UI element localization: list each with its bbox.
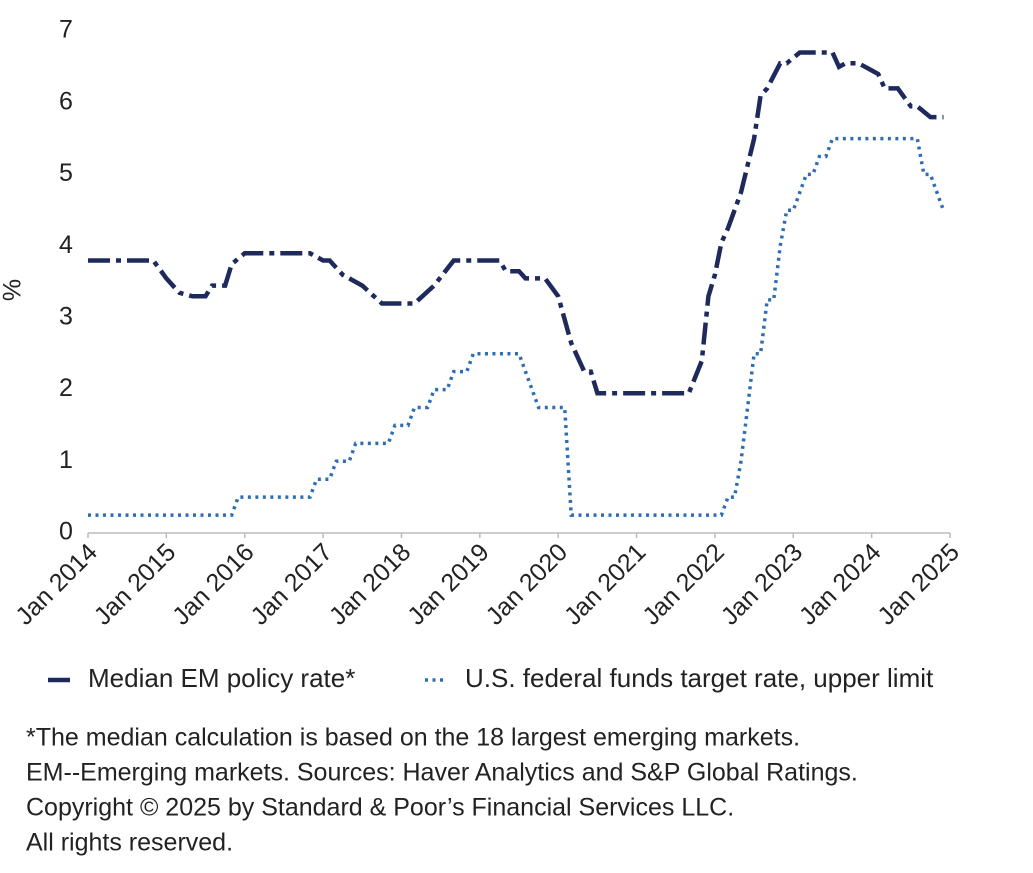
y-tick-label: 4 <box>59 231 73 259</box>
footnote: EM--Emerging markets. Sources: Haver Ana… <box>26 759 858 787</box>
x-tick-label: Jan 2016 <box>167 538 260 631</box>
footnote: Copyright © 2025 by Standard & Poor’s Fi… <box>26 794 734 822</box>
footnote: All rights reserved. <box>26 829 233 857</box>
y-tick-label: 2 <box>59 374 73 402</box>
series-line <box>88 136 946 517</box>
x-tick-label: Jan 2024 <box>794 538 887 631</box>
x-tick-label: Jan 2018 <box>324 538 417 631</box>
x-tick-label: Jan 2023 <box>716 538 809 631</box>
footnote: *The median calculation is based on the … <box>26 724 800 752</box>
series-line <box>88 50 944 396</box>
x-tick-label: Jan 2019 <box>402 538 495 631</box>
y-tick-label: 3 <box>59 302 73 330</box>
x-tick-label: Jan 2025 <box>872 538 965 631</box>
x-tick-label: Jan 2021 <box>559 538 652 631</box>
y-tick-label: 0 <box>59 518 73 546</box>
y-tick-label: 7 <box>59 16 73 44</box>
x-tick-label: Jan 2014 <box>10 538 103 631</box>
y-tick-label: 6 <box>59 87 73 115</box>
x-tick-label: Jan 2015 <box>89 538 182 631</box>
x-tick-label: Jan 2017 <box>245 538 338 631</box>
y-tick-label: 1 <box>59 446 73 474</box>
y-axis-label: % <box>0 279 27 301</box>
y-tick-label: 5 <box>59 159 73 187</box>
legend-label: Median EM policy rate* <box>88 663 355 693</box>
x-tick-label: Jan 2020 <box>481 538 574 631</box>
x-tick-label: Jan 2022 <box>637 538 730 631</box>
legend-label: U.S. federal funds target rate, upper li… <box>465 663 934 693</box>
